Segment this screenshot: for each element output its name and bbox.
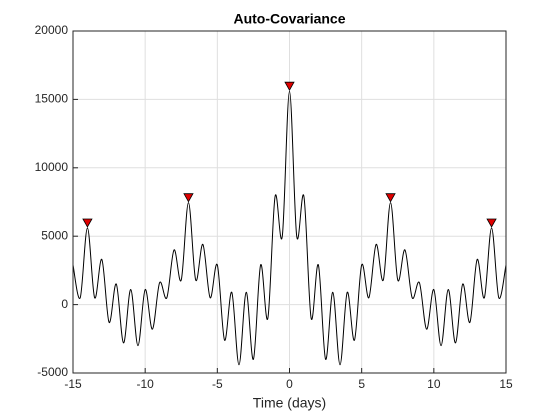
y-tick-label: 0 — [61, 297, 68, 311]
peak-marker — [486, 218, 497, 228]
data-line — [72, 90, 507, 366]
x-tick-label: 15 — [499, 377, 513, 391]
peak-marker — [284, 81, 295, 92]
x-tick-label: 10 — [427, 377, 441, 391]
peak-marker — [183, 193, 194, 203]
x-tick-label: -5 — [212, 377, 223, 391]
peak-marker — [82, 218, 93, 228]
peak-marker — [385, 193, 396, 203]
x-tick-label: -15 — [64, 377, 82, 391]
plot-frame — [72, 30, 507, 374]
y-tick-label: -5000 — [37, 365, 68, 379]
x-tick-label: 0 — [286, 377, 293, 391]
chart-title: Auto-Covariance — [233, 11, 345, 27]
x-axis-label: Time (days) — [253, 395, 326, 411]
y-tick-label: 15000 — [35, 92, 69, 106]
y-tick-label: 10000 — [35, 160, 69, 174]
x-tick-label: 5 — [358, 377, 365, 391]
y-tick-label: 20000 — [35, 23, 69, 37]
x-tick-label: -10 — [136, 377, 154, 391]
y-tick-label: 5000 — [41, 228, 68, 242]
